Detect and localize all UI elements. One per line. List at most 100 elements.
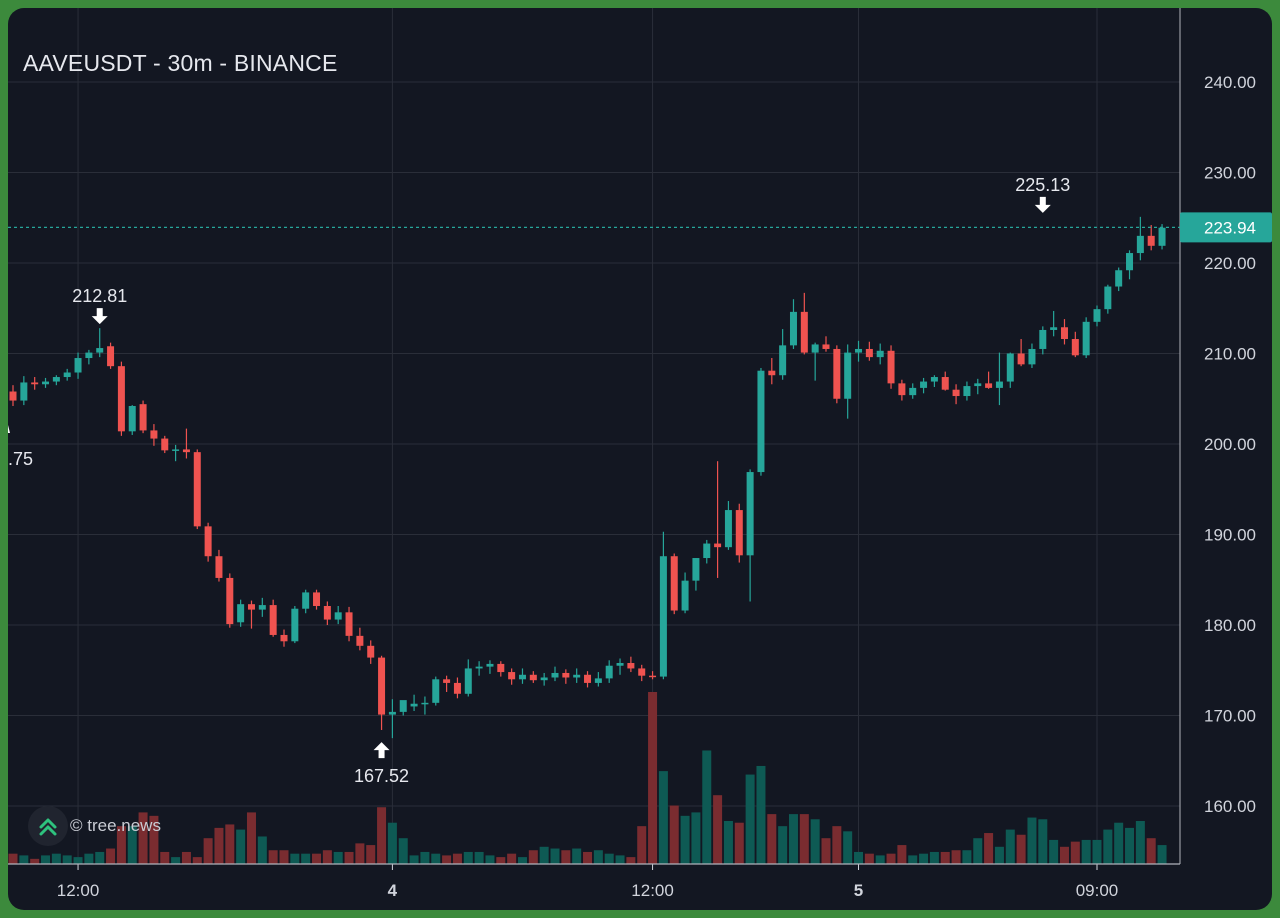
- chart-card: 240.00 230.00 220.00 210.00 200.00 190.00 180.…: [8, 8, 1272, 910]
- y-tick-label: 210.00: [1204, 345, 1256, 364]
- candle: [258, 597, 266, 617]
- volume-bar: [485, 855, 495, 864]
- candle-body: [735, 510, 743, 556]
- candle-body: [96, 348, 104, 353]
- candle: [204, 522, 212, 562]
- candle: [139, 400, 147, 434]
- candles: [9, 216, 1166, 739]
- candle-body: [930, 377, 938, 382]
- candle: [356, 627, 364, 651]
- volume-bar: [127, 826, 137, 864]
- x-tick-label: 12:00: [57, 881, 100, 900]
- candle-body: [1158, 227, 1166, 246]
- volume-bar: [192, 857, 202, 864]
- candle: [789, 299, 797, 349]
- x-tick-label: 4: [388, 881, 398, 900]
- candle-body: [280, 634, 288, 642]
- candle-body: [1147, 235, 1155, 246]
- volume-bar: [1125, 827, 1135, 864]
- candle: [844, 344, 852, 419]
- volume-bar: [279, 850, 289, 864]
- x-tick-label: 5: [854, 881, 863, 900]
- candle: [1126, 250, 1134, 280]
- y-tick-label: 180.00: [1204, 616, 1256, 635]
- candle: [453, 677, 461, 699]
- candle-body: [605, 665, 613, 679]
- volume-bar: [517, 857, 527, 864]
- candle: [497, 661, 505, 677]
- volume-bar: [246, 812, 256, 864]
- volume-bar: [940, 851, 950, 864]
- candle-body: [497, 663, 505, 673]
- volume-bar: [1027, 817, 1037, 864]
- volume-bar: [1135, 821, 1145, 864]
- volume-bar: [409, 855, 419, 864]
- candle-body: [107, 346, 115, 367]
- candle-body: [486, 663, 494, 667]
- volume-bar: [799, 814, 809, 864]
- candle: [1006, 352, 1014, 388]
- double-chevron-up-icon: [28, 806, 68, 846]
- candle: [1039, 326, 1047, 355]
- candle: [247, 600, 255, 629]
- volume-bar: [203, 838, 213, 864]
- volume-bar: [290, 853, 300, 864]
- volume-bar: [1005, 829, 1015, 864]
- candle-body: [399, 700, 407, 712]
- candle: [182, 428, 190, 459]
- candle-body: [551, 672, 559, 678]
- candle-body: [1050, 327, 1058, 330]
- candle: [518, 668, 526, 684]
- candle: [995, 352, 1003, 406]
- candle-body: [313, 592, 321, 606]
- volume-bar: [116, 826, 126, 864]
- volume-bar: [8, 853, 18, 864]
- volume-bar: [51, 853, 61, 864]
- candle-body: [800, 311, 808, 353]
- candle: [323, 601, 331, 625]
- candle: [302, 589, 310, 614]
- candle-body: [63, 372, 71, 378]
- candle: [172, 444, 180, 462]
- volume-bar: [474, 851, 484, 864]
- volume-bar: [463, 851, 473, 864]
- candle-body: [529, 674, 537, 681]
- candle: [594, 672, 602, 687]
- y-tick-label: 170.00: [1204, 707, 1256, 726]
- candle-body: [204, 526, 212, 557]
- candle-body: [616, 663, 624, 666]
- volume-bar: [333, 851, 343, 864]
- candle: [724, 501, 732, 550]
- volume-bar: [442, 855, 452, 864]
- y-tick-label: 230.00: [1204, 164, 1256, 183]
- candle-body: [724, 510, 732, 548]
- candle-body: [345, 612, 353, 636]
- candle: [1060, 319, 1068, 345]
- candle: [627, 656, 635, 673]
- candle: [42, 377, 50, 388]
- candle-body: [475, 666, 483, 669]
- volume-bar: [171, 857, 181, 864]
- candle-body: [237, 604, 245, 623]
- candle: [985, 371, 993, 389]
- candlestick-chart[interactable]: 240.00 230.00 220.00 210.00 200.00 190.00 180.…: [8, 8, 1272, 910]
- candle-body: [291, 608, 299, 642]
- candle-body: [584, 674, 592, 683]
- volume-bar: [637, 826, 647, 864]
- candle: [930, 375, 938, 387]
- candle: [117, 361, 125, 436]
- volume-bar: [355, 843, 365, 864]
- volume-bar: [984, 833, 994, 864]
- candle-body: [161, 438, 169, 451]
- candle-body: [226, 577, 234, 625]
- volume-bar: [1070, 841, 1080, 864]
- volume-bar: [886, 853, 896, 864]
- candle: [757, 367, 765, 476]
- candle-body: [464, 668, 472, 694]
- volume-bar: [1114, 822, 1124, 864]
- candle-body: [1136, 235, 1144, 254]
- candle: [1136, 216, 1144, 261]
- candle: [865, 341, 873, 361]
- candle: [898, 379, 906, 401]
- candle-body: [833, 348, 841, 399]
